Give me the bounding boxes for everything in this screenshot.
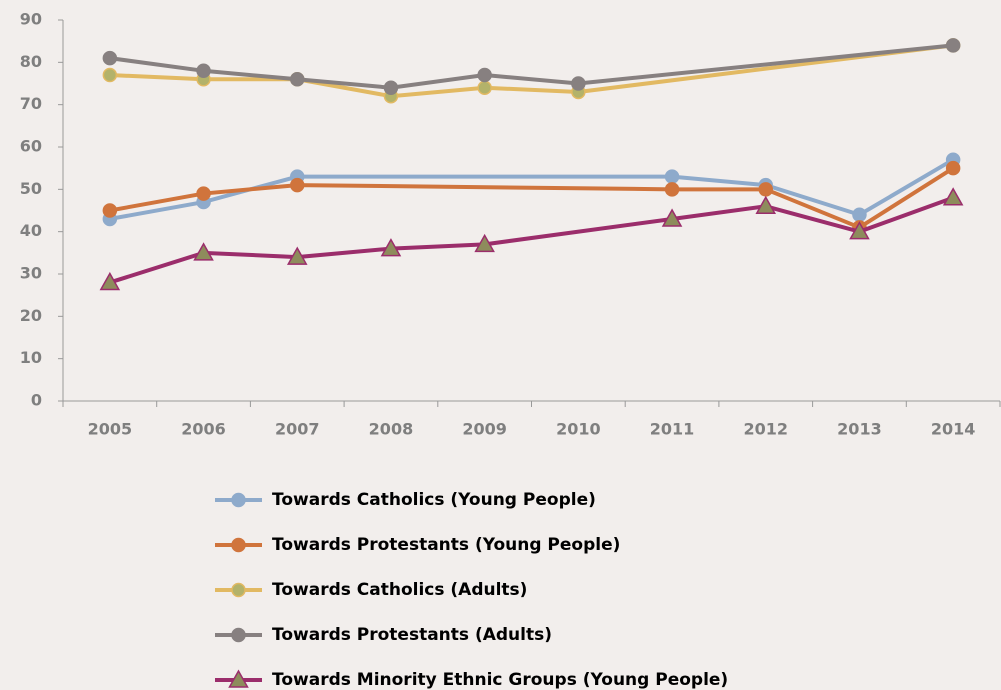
legend-label: Towards Protestants (Adults) xyxy=(272,625,552,645)
x-tick-label: 2005 xyxy=(88,420,133,439)
point xyxy=(290,72,305,87)
x-tick-label: 2010 xyxy=(556,420,601,439)
point xyxy=(758,182,773,197)
point xyxy=(477,67,492,83)
x-tick-label: 2007 xyxy=(275,420,320,439)
y-tick-label: 80 xyxy=(20,52,42,71)
x-tick-label: 2006 xyxy=(181,420,226,439)
y-tick-label: 90 xyxy=(20,10,42,29)
y-tick-label: 40 xyxy=(20,221,42,240)
legend-label: Towards Catholics (Adults) xyxy=(272,580,527,600)
y-tick-label: 20 xyxy=(20,306,42,325)
y-tick-label: 50 xyxy=(20,179,42,198)
legend-marker xyxy=(228,669,249,688)
y-tick-label: 0 xyxy=(31,391,42,410)
point xyxy=(852,207,867,222)
legend-label: Towards Protestants (Young People) xyxy=(272,535,620,555)
point xyxy=(664,169,680,184)
x-tick-label: 2012 xyxy=(743,420,788,439)
point xyxy=(196,186,211,201)
point xyxy=(945,38,961,53)
y-tick-label: 10 xyxy=(20,348,42,367)
point xyxy=(196,63,211,79)
point xyxy=(102,67,118,83)
point xyxy=(474,233,495,253)
point xyxy=(99,271,121,291)
point xyxy=(380,238,402,257)
x-tick-label: 2014 xyxy=(931,420,976,439)
series-line xyxy=(109,43,954,90)
x-tick-label: 2013 xyxy=(837,420,882,439)
point xyxy=(102,50,118,66)
legend-marker xyxy=(231,492,246,508)
x-tick-label: 2011 xyxy=(650,420,695,439)
point xyxy=(942,187,964,206)
point xyxy=(849,221,870,240)
y-tick-label: 30 xyxy=(20,264,42,283)
point xyxy=(102,203,118,218)
series-line xyxy=(109,43,954,99)
legend-marker xyxy=(231,537,246,553)
point xyxy=(571,76,586,91)
point xyxy=(286,246,308,265)
y-tick-label: 60 xyxy=(20,137,42,156)
y-tick-label: 70 xyxy=(20,94,42,113)
point xyxy=(477,80,492,95)
point xyxy=(193,242,214,261)
legend-marker xyxy=(231,582,246,598)
legend-label: Towards Minority Ethnic Groups (Young Pe… xyxy=(272,670,728,690)
point xyxy=(945,160,961,176)
point xyxy=(664,182,680,197)
x-tick-label: 2009 xyxy=(462,420,507,439)
x-tick-label: 2008 xyxy=(369,420,414,439)
point xyxy=(290,177,305,193)
point xyxy=(661,208,683,227)
legend-marker xyxy=(231,627,246,643)
point xyxy=(755,195,777,215)
legend-label: Towards Catholics (Young People) xyxy=(272,490,596,510)
series-line xyxy=(109,195,954,285)
point xyxy=(383,80,399,95)
